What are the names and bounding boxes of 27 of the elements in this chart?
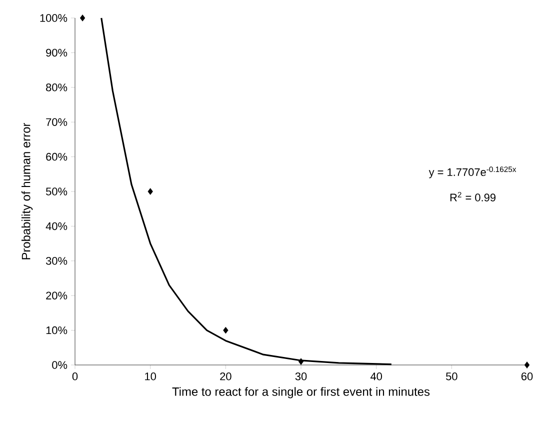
x-tick-label: 30 (295, 372, 307, 380)
y-tick-label: 50% (46, 188, 68, 196)
x-tick-label: 20 (220, 372, 232, 380)
point (298, 358, 304, 365)
point (524, 362, 530, 368)
x-tick-label: 0 (72, 372, 78, 380)
annotation: R$^{2}$ = 0.99 (450, 192, 496, 202)
y-tick-label: 0% (52, 361, 68, 369)
x-tick-label: 40 (370, 372, 382, 380)
y-tick-label: 40% (46, 222, 68, 230)
y-tick-label: 70% (46, 118, 68, 126)
y-tick-label: 90% (46, 48, 68, 57)
y-axis-title: Probability of human error (21, 122, 33, 260)
y-tick-label: 60% (46, 152, 68, 161)
y-tick-label: 80% (46, 84, 68, 92)
annotation: y = 1.7707e$^{-0.1625x}$ (428, 166, 516, 178)
x-tick-label: 50 (446, 372, 458, 380)
x-tick-label: 10 (145, 372, 156, 380)
point (148, 188, 153, 195)
x-tick-label: 60 (521, 372, 533, 380)
x-axis-title: Time to react for a single or first event in minutes (172, 387, 430, 398)
y-tick-label: 20% (46, 292, 68, 300)
point (80, 14, 86, 22)
y-tick-label: 10% (46, 326, 68, 334)
y-tick-label: 30% (46, 257, 68, 265)
point (223, 326, 228, 334)
y-tick-label: 100% (40, 14, 68, 22)
